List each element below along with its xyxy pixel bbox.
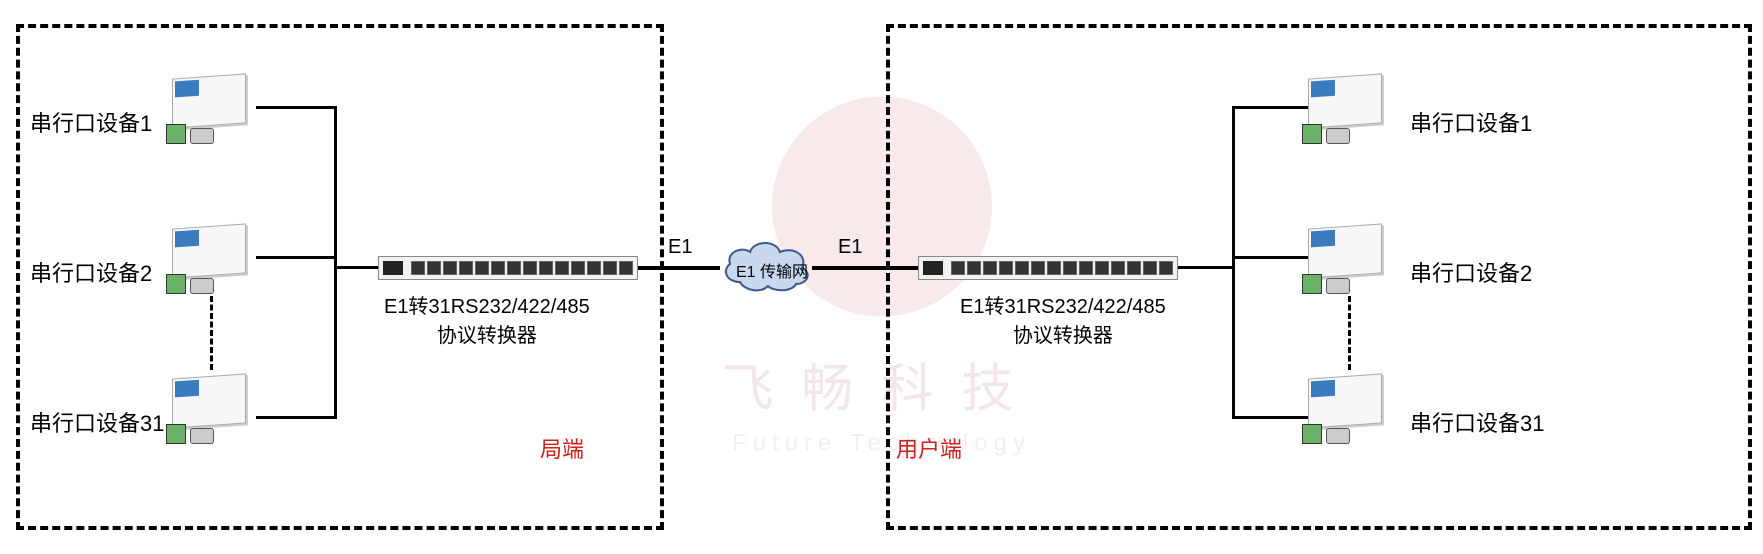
rj45-port-icon	[603, 261, 617, 275]
rj45-port-icon	[1031, 261, 1045, 275]
connection-line	[256, 106, 334, 109]
connection-line	[638, 266, 720, 270]
rj45-port-icon	[999, 261, 1013, 275]
rack-label-line1: E1转31RS232/422/485	[384, 296, 590, 318]
connection-line	[1232, 106, 1235, 419]
local-end-label: 局端	[540, 432, 584, 464]
right-converter-rack	[918, 256, 1178, 280]
rj45-port-icon	[523, 261, 537, 275]
serial-device-label: 串行口设备2	[30, 256, 152, 288]
serial-device-icon	[172, 376, 256, 436]
connection-line	[1178, 266, 1232, 269]
cloud-label: E1 传输网	[736, 258, 808, 282]
rj45-port-icon	[1015, 261, 1029, 275]
left-converter-rack	[378, 256, 638, 280]
rj45-port-icon	[411, 261, 425, 275]
rj45-port-icon	[443, 261, 457, 275]
rack-label-line2: 协议转换器	[437, 325, 537, 347]
rj45-port-icon	[1047, 261, 1061, 275]
rj45-port-icon	[571, 261, 585, 275]
serial-device-label: 串行口设备31	[1410, 406, 1544, 438]
power-socket-icon	[923, 261, 943, 275]
rj45-port-icon	[507, 261, 521, 275]
connection-line	[256, 256, 334, 259]
connection-line	[812, 266, 918, 270]
serial-device-label: 串行口设备1	[1410, 106, 1532, 138]
rj45-port-icon	[1111, 261, 1125, 275]
rj45-port-icon	[427, 261, 441, 275]
rj45-port-icon	[619, 261, 633, 275]
rack-ports-group	[951, 261, 1173, 275]
e1-label-left: E1	[668, 236, 692, 259]
connection-line	[334, 106, 337, 419]
right-rack-label: E1转31RS232/422/485 协议转换器	[960, 290, 1166, 348]
rj45-port-icon	[459, 261, 473, 275]
connection-line	[1232, 106, 1308, 109]
left-rack-label: E1转31RS232/422/485 协议转换器	[384, 290, 590, 348]
power-socket-icon	[383, 261, 403, 275]
rj45-port-icon	[1143, 261, 1157, 275]
rj45-port-icon	[951, 261, 965, 275]
ellipsis-line	[1348, 296, 1351, 370]
serial-device-icon	[1308, 76, 1392, 136]
rj45-port-icon	[983, 261, 997, 275]
serial-device-icon	[172, 226, 256, 286]
rj45-port-icon	[1095, 261, 1109, 275]
connection-line	[1232, 416, 1308, 419]
serial-device-icon	[172, 76, 256, 136]
serial-device-icon	[1308, 226, 1392, 286]
serial-device-label: 串行口设备1	[30, 106, 152, 138]
rj45-port-icon	[1159, 261, 1173, 275]
user-end-label: 用户端	[896, 432, 962, 464]
rj45-port-icon	[539, 261, 553, 275]
rj45-port-icon	[475, 261, 489, 275]
rj45-port-icon	[1127, 261, 1141, 275]
e1-label-right: E1	[838, 236, 862, 259]
rack-label-line2: 协议转换器	[1013, 325, 1113, 347]
connection-line	[256, 416, 334, 419]
rj45-port-icon	[967, 261, 981, 275]
serial-device-icon	[1308, 376, 1392, 436]
serial-device-label: 串行口设备2	[1410, 256, 1532, 288]
rj45-port-icon	[1063, 261, 1077, 275]
rack-ports-group	[411, 261, 633, 275]
rj45-port-icon	[491, 261, 505, 275]
rack-label-line1: E1转31RS232/422/485	[960, 296, 1166, 318]
rj45-port-icon	[555, 261, 569, 275]
rj45-port-icon	[587, 261, 601, 275]
rj45-port-icon	[1079, 261, 1093, 275]
serial-device-label: 串行口设备31	[30, 406, 164, 438]
connection-line	[1232, 256, 1308, 259]
ellipsis-line	[210, 296, 213, 370]
connection-line	[334, 266, 378, 269]
